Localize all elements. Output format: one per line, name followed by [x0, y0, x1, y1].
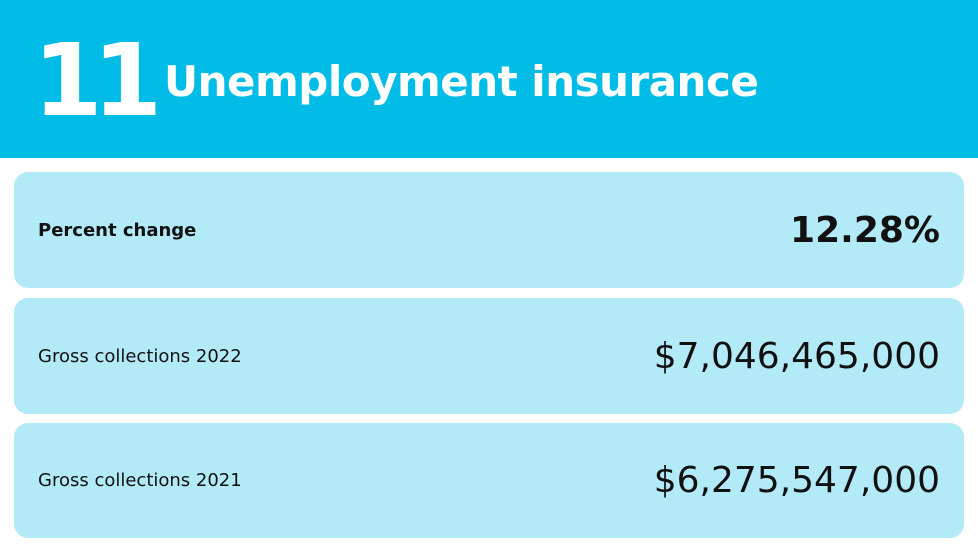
rank-number: 11	[33, 22, 162, 139]
stat-card-percent-change: Percent change 12.28%	[14, 172, 964, 288]
stat-value: $6,275,547,000	[653, 460, 940, 501]
stat-card-gross-collections-2022: Gross collections 2022 $7,046,465,000	[14, 298, 964, 414]
header-banner: 11 Unemployment insurance	[0, 0, 978, 158]
stat-value: 12.28%	[790, 209, 940, 251]
stat-label: Percent change	[38, 219, 197, 241]
page-title: Unemployment insurance	[164, 57, 759, 106]
stat-value: $7,046,465,000	[653, 335, 940, 377]
stat-label: Gross collections 2021	[38, 470, 242, 491]
stat-card-gross-collections-2021: Gross collections 2021 $6,275,547,000	[14, 423, 964, 538]
stat-label: Gross collections 2022	[38, 345, 242, 367]
